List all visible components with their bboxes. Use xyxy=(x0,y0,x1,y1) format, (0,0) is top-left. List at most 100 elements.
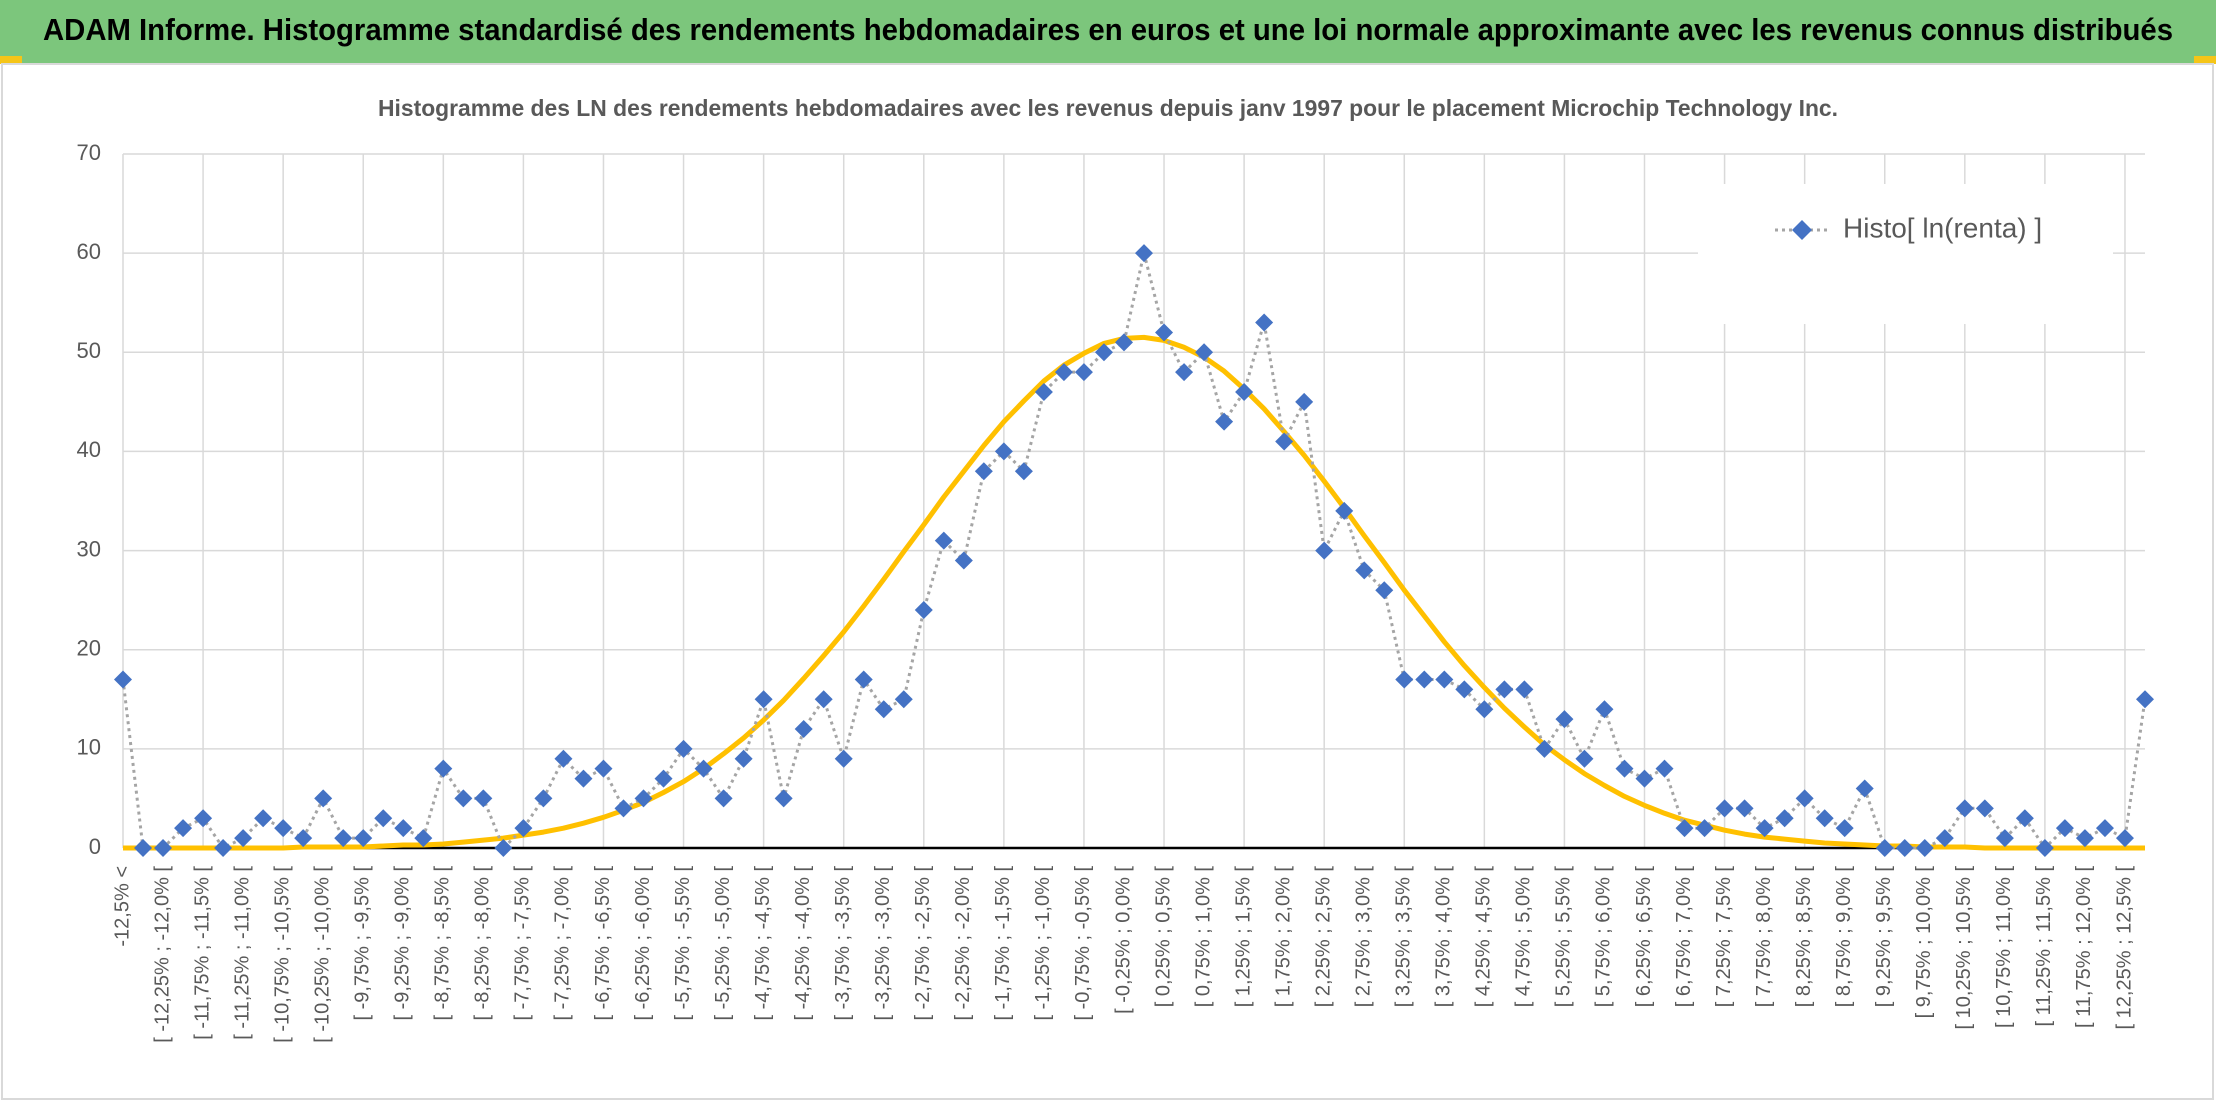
x-tick-label: [ 0,25% ; 0,5% [ xyxy=(1152,866,1174,1008)
x-tick-label: [ 5,75% ; 6,0% [ xyxy=(1593,866,1615,1008)
data-point xyxy=(594,759,613,778)
title-bar xyxy=(0,0,2216,64)
data-point xyxy=(1495,680,1514,699)
x-tick-label: [ 4,25% ; 4,5% [ xyxy=(1473,866,1495,1008)
data-point xyxy=(1034,382,1053,401)
y-tick-label: 60 xyxy=(77,239,101,264)
data-point xyxy=(2136,690,2154,709)
x-tick-label: [ -10,75% ; -10,5% [ xyxy=(271,866,293,1043)
data-point xyxy=(1615,759,1634,778)
data-point xyxy=(1715,799,1734,818)
data-point xyxy=(1315,541,1334,560)
x-tick-label: [ 7,75% ; 8,0% [ xyxy=(1753,866,1775,1008)
data-point xyxy=(214,839,233,857)
data-point xyxy=(1995,829,2014,848)
x-tick-label: [ -1,75% ; -1,5% [ xyxy=(992,866,1014,1021)
data-point xyxy=(1215,412,1234,431)
data-point xyxy=(194,809,213,828)
data-point xyxy=(734,749,753,768)
data-point xyxy=(294,829,313,848)
x-tick-label: [ -6,75% ; -6,5% [ xyxy=(592,866,614,1021)
data-point xyxy=(1595,700,1614,719)
y-tick-label: 40 xyxy=(77,437,101,462)
data-point xyxy=(514,819,533,838)
data-point xyxy=(1695,819,1714,838)
x-tick-label: [ 10,25% ; 10,5% [ xyxy=(1953,866,1975,1030)
data-point xyxy=(554,749,573,768)
data-point xyxy=(834,749,853,768)
data-point xyxy=(974,462,993,481)
data-point xyxy=(254,809,273,828)
x-tick-label: [ -9,75% ; -9,5% [ xyxy=(352,866,374,1021)
data-point xyxy=(1755,819,1774,838)
data-point xyxy=(1114,333,1133,352)
data-point xyxy=(814,690,833,709)
data-point xyxy=(134,839,153,857)
x-tick-label: [ -5,75% ; -5,5% [ xyxy=(672,866,694,1021)
data-point xyxy=(634,789,653,808)
data-point xyxy=(2075,829,2094,848)
x-tick-label: [ 3,25% ; 3,5% [ xyxy=(1393,866,1415,1008)
x-tick-label: [ 11,25% ; 11,5% [ xyxy=(2033,866,2055,1027)
chart-title: ADAM Informe. Histogramme standardisé de… xyxy=(43,12,2173,47)
data-point xyxy=(1635,769,1654,788)
data-point xyxy=(114,670,132,689)
x-tick-label: [ 10,75% ; 11,0% [ xyxy=(1993,866,2015,1028)
data-point xyxy=(994,442,1013,461)
data-point xyxy=(854,670,873,689)
data-point xyxy=(374,809,393,828)
data-point xyxy=(274,819,293,838)
data-point xyxy=(754,690,773,709)
x-tick-label: [ -6,25% ; -6,0% [ xyxy=(632,866,654,1021)
x-tick-label: [ 11,75% ; 12,0% [ xyxy=(2073,866,2095,1028)
data-point xyxy=(1135,244,1154,263)
data-point xyxy=(654,769,673,788)
data-point xyxy=(894,690,913,709)
data-point xyxy=(614,799,633,818)
data-point xyxy=(1775,809,1794,828)
y-tick-label: 20 xyxy=(77,636,101,661)
data-point xyxy=(1795,789,1814,808)
x-tick-label: [ -2,75% ; -2,5% [ xyxy=(912,866,934,1021)
x-tick-label: [ 1,75% ; 2,0% [ xyxy=(1272,866,1294,1008)
data-point xyxy=(1475,700,1494,719)
data-point xyxy=(1195,343,1214,362)
data-point xyxy=(934,531,953,550)
x-tick-label: [ 4,75% ; 5,0% [ xyxy=(1513,866,1535,1008)
data-point xyxy=(1255,313,1274,332)
data-point xyxy=(1515,680,1534,699)
data-point xyxy=(1275,432,1294,451)
data-point xyxy=(1094,343,1113,362)
data-point xyxy=(314,789,333,808)
data-point xyxy=(1655,759,1674,778)
data-point xyxy=(1175,363,1194,382)
x-tick-label: [ -4,75% ; -4,5% [ xyxy=(752,866,774,1021)
x-tick-label: [ 5,25% ; 5,5% [ xyxy=(1553,866,1575,1008)
x-tick-label: [ 8,75% ; 9,0% [ xyxy=(1833,866,1855,1008)
grid: 0 10 20 30 40 50 60 70 -12,5% < [ -12,25% ; -12,0… xyxy=(77,140,2145,1043)
data-point xyxy=(1235,382,1254,401)
x-tick-label: [ 9,75% ; 10,0% [ xyxy=(1913,866,1935,1019)
x-tick-label: [ 0,75% ; 1,0% [ xyxy=(1192,866,1214,1008)
x-tick-label: [ 7,25% ; 7,5% [ xyxy=(1713,866,1735,1008)
x-tick-label: [ 12,25% ; 12,5% [ xyxy=(2113,866,2135,1030)
x-tick-label: [ -8,25% ; -8,0% [ xyxy=(472,866,494,1021)
x-tick-label: [ 2,25% ; 2,5% [ xyxy=(1312,866,1334,1008)
data-point xyxy=(414,829,433,848)
x-tick-label: [ 8,25% ; 8,5% [ xyxy=(1793,866,1815,1008)
y-tick-label: 0 xyxy=(89,834,101,859)
x-tick-label: [ -11,25% ; -11,0% [ xyxy=(231,866,253,1040)
data-point xyxy=(1074,363,1093,382)
x-tick-label: [ -11,75% ; -11,5% [ xyxy=(191,866,213,1040)
x-tick-label: [ -3,25% ; -3,0% [ xyxy=(872,866,894,1021)
data-point xyxy=(1455,680,1474,699)
legend-box xyxy=(1698,184,2113,324)
data-point xyxy=(694,759,713,778)
x-tick-label: [ -3,75% ; -3,5% [ xyxy=(832,866,854,1021)
data-point xyxy=(494,839,513,857)
data-point xyxy=(1895,839,1914,857)
x-tick-label: [ 6,75% ; 7,0% [ xyxy=(1673,866,1695,1008)
data-point xyxy=(2115,829,2134,848)
data-point xyxy=(1835,819,1854,838)
